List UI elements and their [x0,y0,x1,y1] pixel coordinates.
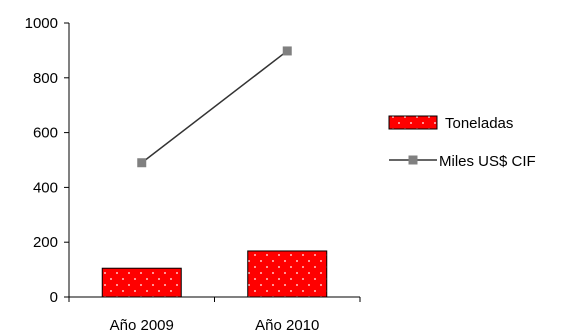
y-tick-label: 800 [33,70,58,87]
x-axis: Año 2009 Año 2010 [68,296,361,334]
point-miles [282,46,292,56]
line-miles [141,50,288,164]
bar-toneladas [101,267,182,298]
legend: Toneladas Miles US$ CIF [388,115,536,170]
y-tick-label: 1000 [25,15,58,32]
y-axis: 0 200 400 600 800 1000 [25,15,70,306]
point-miles [137,158,147,168]
y-tick-label: 200 [33,234,58,251]
y-tick-label: 0 [50,289,58,306]
x-tick-label: Año 2009 [110,317,174,334]
bar-series [101,250,328,298]
legend-label-miles: Miles US$ CIF [439,153,536,170]
y-tick-label: 600 [33,125,58,142]
legend-marker-miles [408,155,418,165]
legend-label-toneladas: Toneladas [445,115,513,132]
bar-toneladas [247,250,328,298]
line-series [137,46,292,168]
legend-swatch-toneladas [388,115,438,130]
x-tick-label: Año 2010 [255,317,319,334]
y-tick-label: 400 [33,179,58,196]
